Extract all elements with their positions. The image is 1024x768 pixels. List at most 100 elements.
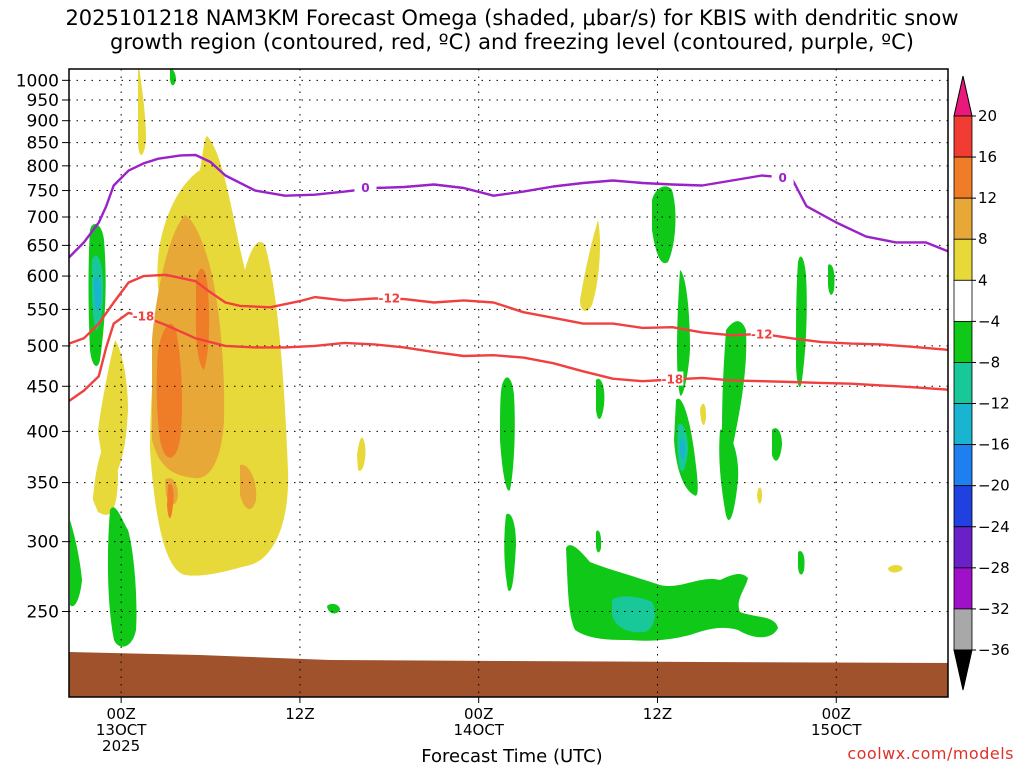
contour-label-bg (354, 180, 377, 195)
colorbar-label: −24 (978, 518, 1010, 536)
y-tick-label: 800 (27, 157, 59, 177)
omega-region-minus4-minus8 (722, 321, 747, 453)
y-tick-label: 500 (27, 337, 59, 357)
omega-region-8-12 (240, 464, 257, 510)
colorbar-swatch (953, 444, 973, 487)
colorbar-label: −20 (978, 477, 1010, 495)
x-tick-label: 2025 (102, 737, 140, 755)
contours: -18 -18 -12 -12 0 0 (69, 153, 948, 402)
omega-region-minus4-minus8 (327, 603, 340, 614)
y-tick-label: 1000 (16, 71, 59, 91)
colorbar-swatch (953, 156, 973, 199)
colorbar: 20 16 12 8 4 −4 −8 −12 −16 −20 −24 −28 −32 −36 (953, 75, 1010, 691)
omega-region-minus12-minus16 (680, 438, 686, 460)
colorbar-top-arrow (953, 75, 973, 117)
y-tick-label: 350 (27, 474, 59, 494)
colorbar-label: 20 (978, 107, 997, 125)
y-tick-label: 400 (27, 422, 59, 442)
omega-region-minus4-minus8 (596, 378, 605, 420)
y-tick-label: 850 (27, 134, 59, 154)
omega-region-minus4-minus8 (796, 256, 807, 388)
colorbar-swatch (953, 485, 973, 528)
colorbar-label: −32 (978, 600, 1010, 618)
omega-region-4-8 (580, 220, 600, 312)
colorbar-swatch (953, 403, 973, 446)
contour-label-bg (661, 371, 684, 386)
omega-region-minus4-minus8 (798, 550, 805, 575)
y-tick-label: 300 (27, 533, 59, 553)
contour-label-bg (378, 290, 401, 305)
omega-region-minus4-minus8 (677, 270, 690, 396)
colorbar-swatch (953, 320, 973, 363)
contour-label: -18 (662, 373, 684, 387)
omega-region-minus4-minus8 (500, 377, 515, 491)
omega-region-minus4-minus8 (70, 520, 82, 607)
terrain (69, 652, 948, 697)
colorbar-bottom-arrow (953, 649, 973, 691)
omega-region-minus8-minus12 (612, 596, 656, 633)
contour-label: 0 (361, 181, 369, 195)
x-tick-label: 12Z (643, 705, 672, 723)
omega-region-minus12-minus16 (94, 276, 101, 311)
omega-region-minus4-minus8 (566, 545, 778, 641)
omega-region-12-16 (195, 268, 210, 370)
omega-region-12-16 (156, 323, 183, 458)
grid (62, 69, 948, 703)
y-tick-label: 250 (27, 603, 59, 623)
x-tick-label: 00Z (822, 705, 851, 723)
x-tick-label: 15OCT (811, 721, 862, 739)
omega-region-minus4-minus8 (652, 186, 676, 264)
y-tick-label: 600 (27, 267, 59, 287)
omega-region-4-8 (93, 440, 118, 515)
omega-region-minus4-minus8 (596, 530, 602, 553)
credit-text: coolwx.com/models (847, 744, 1014, 763)
contour-label: 0 (778, 171, 786, 185)
y-tick-label: 550 (27, 300, 59, 320)
omega-region-12-16 (167, 483, 174, 519)
omega-shading (70, 69, 903, 647)
colorbar-swatch (953, 567, 973, 610)
omega-region-4-8 (357, 437, 366, 471)
x-axis-title: Forecast Time (UTC) (421, 746, 603, 767)
y-tick-label: 450 (27, 377, 59, 397)
y-tick-label: 900 (27, 112, 59, 132)
colorbar-swatch (953, 238, 973, 281)
colorbar-swatch (953, 362, 973, 404)
x-tick-label: 12Z (285, 705, 314, 723)
omega-region-4-8 (888, 564, 903, 573)
omega-region-minus4-minus8 (828, 264, 835, 295)
x-tick-label: 14OCT (453, 721, 504, 739)
colorbar-swatch (953, 279, 973, 322)
omega-region-minus4-minus8 (772, 428, 782, 461)
plot-frame (68, 68, 949, 698)
omega-region-minus4-minus8 (719, 429, 739, 520)
colorbar-label: 12 (978, 189, 997, 207)
contour-label: -12 (751, 328, 773, 342)
omega-region-4-8 (700, 403, 706, 425)
omega-region-4-8 (138, 69, 146, 155)
colorbar-label: −36 (978, 641, 1010, 659)
y-tick-label: 950 (27, 91, 59, 111)
contour-label-bg (132, 308, 155, 323)
colorbar-swatch (953, 526, 973, 569)
y-tick-label: 750 (27, 182, 59, 202)
y-tick-label: 650 (27, 236, 59, 256)
x-tick-label: 13OCT (96, 721, 147, 739)
colorbar-label: −4 (978, 312, 1000, 330)
contour-label-bg (771, 169, 794, 184)
colorbar-label: −28 (978, 559, 1010, 577)
colorbar-label: −16 (978, 436, 1010, 454)
colorbar-label: 16 (978, 148, 997, 166)
colorbar-swatch (953, 197, 973, 240)
x-tick-label: 00Z (464, 705, 493, 723)
colorbar-label: 8 (978, 230, 988, 248)
omega-region-minus4-minus8 (170, 69, 176, 86)
omega-region-4-8 (757, 487, 762, 504)
y-tick-label: 700 (27, 208, 59, 228)
colorbar-swatch (953, 115, 973, 158)
x-tick-label: 00Z (106, 705, 135, 723)
chart-title-line-1: 2025101218 NAM3KM Forecast Omega (shaded… (65, 6, 959, 30)
y-axis-tick-labels: 2503003504004505005506006507007508008509… (16, 71, 59, 622)
contour-label: -12 (378, 291, 400, 305)
